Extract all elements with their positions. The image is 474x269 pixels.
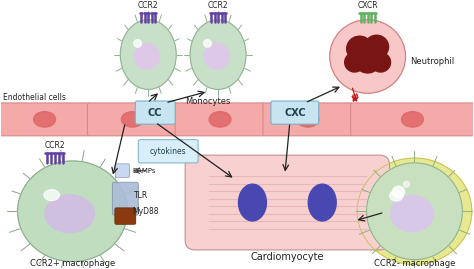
Ellipse shape: [357, 158, 472, 264]
Text: CCR2: CCR2: [138, 1, 159, 10]
Text: CCR2: CCR2: [44, 141, 65, 150]
Ellipse shape: [366, 163, 462, 260]
Ellipse shape: [308, 184, 336, 221]
Ellipse shape: [134, 43, 159, 69]
Circle shape: [330, 20, 405, 93]
FancyBboxPatch shape: [87, 103, 177, 136]
Text: CXC: CXC: [284, 108, 306, 118]
Text: Neutrophil: Neutrophil: [410, 57, 455, 66]
Text: CCR2+ macrophage: CCR2+ macrophage: [30, 259, 115, 268]
FancyBboxPatch shape: [175, 103, 265, 136]
Ellipse shape: [204, 43, 229, 69]
Ellipse shape: [45, 195, 94, 233]
Ellipse shape: [390, 190, 403, 201]
Circle shape: [392, 186, 404, 198]
Ellipse shape: [34, 112, 55, 127]
Circle shape: [403, 181, 410, 187]
Ellipse shape: [18, 161, 128, 261]
Ellipse shape: [209, 112, 231, 127]
Ellipse shape: [190, 20, 246, 89]
Ellipse shape: [203, 40, 211, 47]
FancyBboxPatch shape: [115, 164, 129, 177]
Ellipse shape: [401, 112, 423, 127]
Ellipse shape: [120, 20, 176, 89]
FancyBboxPatch shape: [138, 140, 198, 163]
Text: cytokines: cytokines: [150, 147, 186, 156]
Ellipse shape: [121, 112, 143, 127]
Text: MyD88: MyD88: [132, 207, 159, 216]
Text: CCR2: CCR2: [208, 1, 228, 10]
Ellipse shape: [391, 196, 434, 232]
Circle shape: [355, 48, 381, 73]
Circle shape: [345, 53, 365, 72]
FancyBboxPatch shape: [0, 103, 90, 136]
FancyBboxPatch shape: [115, 208, 136, 224]
Text: CCR2- macrophage: CCR2- macrophage: [374, 259, 455, 268]
Text: Cardiomyocyte: Cardiomyocyte: [251, 252, 324, 262]
Ellipse shape: [297, 112, 319, 127]
Text: Monocytes: Monocytes: [185, 97, 231, 106]
Ellipse shape: [44, 190, 59, 201]
Text: Endothelial cells: Endothelial cells: [3, 93, 65, 102]
Text: CXCR: CXCR: [357, 1, 378, 10]
FancyBboxPatch shape: [112, 182, 138, 215]
Text: CC: CC: [148, 108, 163, 118]
FancyBboxPatch shape: [263, 103, 353, 136]
FancyBboxPatch shape: [135, 101, 175, 124]
Ellipse shape: [134, 40, 142, 47]
FancyBboxPatch shape: [271, 101, 319, 124]
Circle shape: [365, 35, 389, 58]
FancyBboxPatch shape: [185, 155, 390, 250]
Text: TLR: TLR: [134, 191, 148, 200]
Text: DAMPs: DAMPs: [132, 168, 156, 174]
Ellipse shape: [238, 184, 266, 221]
Circle shape: [346, 36, 373, 61]
Circle shape: [371, 53, 391, 72]
FancyBboxPatch shape: [351, 103, 474, 136]
